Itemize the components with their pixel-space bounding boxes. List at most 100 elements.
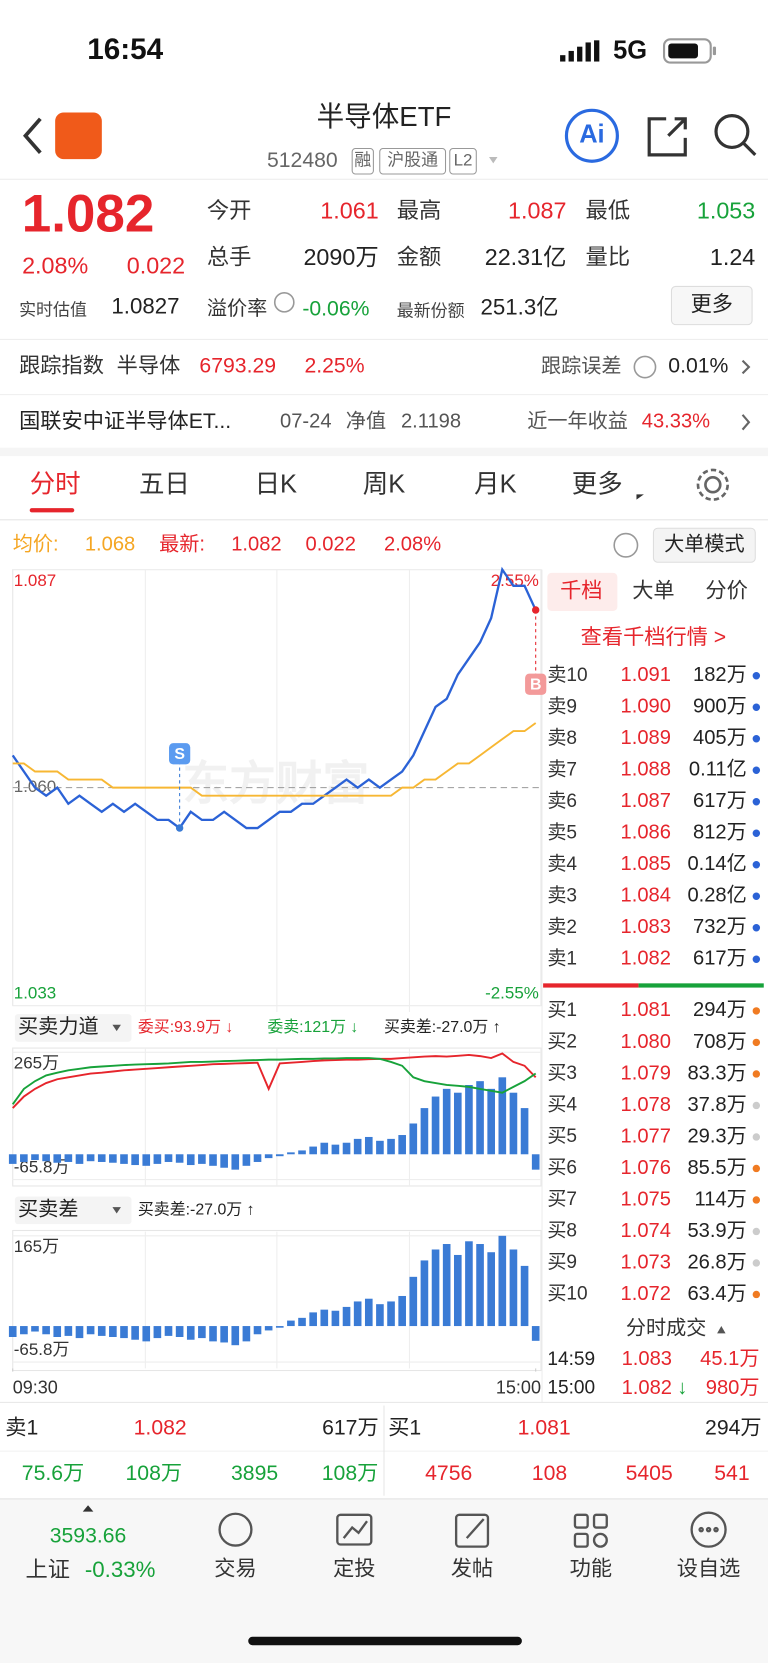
level-label: 卖9 [547,695,577,717]
tab[interactable]: 周K [363,471,405,499]
chevron[interactable] [741,359,751,375]
marker-box [525,673,547,695]
level-price: 1.086 [621,822,671,844]
ai-label: Ai [579,121,604,149]
search-button[interactable] [714,114,757,157]
tag: L2 [454,151,473,170]
chevron[interactable] [741,414,751,431]
book-tab[interactable]: 分价 [705,579,747,603]
stat-value: 541 [714,1462,749,1485]
tab[interactable]: 五日 [139,471,190,499]
plot-frame [12,1229,542,1372]
level-label: 买1 [547,1000,577,1021]
level-label: 卖3 [547,884,577,906]
bar [186,1154,195,1166]
return-value: 43.33% [642,411,710,433]
level-volume: 37.8万 [687,1094,746,1116]
level-price: 1.074 [621,1220,671,1242]
level-label: 卖2 [547,916,577,938]
bar [287,1320,295,1327]
more-button[interactable] [670,285,753,326]
bar [53,1326,62,1337]
field-value: 1.061 [320,197,378,223]
field-label: 总手 [207,245,252,270]
level-dot [752,735,761,743]
bar [31,1154,39,1161]
mode-button[interactable] [652,527,756,563]
nav-date: 07-24 [280,411,332,433]
y-tick-label: 165万 [14,1237,59,1256]
help-icon[interactable] [613,532,639,558]
bottom-nav [0,1498,768,1663]
ai-button[interactable] [564,108,619,163]
bar [364,1298,373,1327]
bar [487,1088,495,1155]
tab[interactable]: 日K [255,471,297,499]
nav-item[interactable]: 交易 [214,1557,256,1581]
level-price: 1.078 [621,1094,671,1116]
share-button[interactable] [647,117,687,157]
nav-item[interactable]: 功能 [570,1557,612,1581]
level-volume: 900万 [693,696,747,718]
ask-bar [543,983,639,988]
level-label: 卖5 [547,821,577,843]
bar [209,1326,217,1342]
level-dot [752,1007,761,1015]
bar [409,1276,418,1327]
fund-name: 国联安中证半导体ET... [19,409,231,433]
level-dot [752,1196,761,1204]
tab[interactable]: 更多 [572,471,623,499]
bar [309,1312,317,1327]
dropdown[interactable] [14,1196,132,1225]
book-tab[interactable]: 千档 [560,579,602,603]
field-label: 量比 [586,245,631,270]
field-label: 最低 [586,198,631,223]
dropdown-arrow[interactable] [489,157,498,164]
book-tab[interactable]: 大单 [632,579,674,603]
bar [198,1154,206,1164]
stat-value: 108 [532,1462,567,1485]
expand-arrow[interactable] [82,1505,94,1512]
tab[interactable]: 月K [474,471,516,499]
dropdown[interactable] [14,1014,132,1042]
tag: 融 [354,151,371,170]
nav-item[interactable]: 发帖 [451,1557,493,1581]
settings-button[interactable] [696,468,730,501]
back-button[interactable] [22,117,42,154]
level-dot [752,1290,761,1299]
level-price: 1.075 [621,1188,671,1210]
help-icon[interactable] [633,355,657,379]
battery-icon [662,38,717,64]
tab[interactable]: 分时 [30,471,81,499]
level-volume: 708万 [693,1031,747,1053]
nav-item[interactable]: 设自选 [677,1557,741,1581]
level-price: 1.079 [621,1062,671,1084]
home-indicator [248,1636,522,1646]
nav-icons [218,1511,727,1548]
nav-item[interactable]: 定投 [333,1557,375,1581]
tab-active[interactable] [547,572,618,612]
depth-link[interactable]: 查看千档行情 > [581,625,727,649]
legend-entry: 委买:93.9万 ↓ [138,1018,233,1036]
bar [253,1154,262,1162]
level-volume: 26.8万 [687,1251,746,1273]
level-price: 1.077 [621,1125,671,1147]
x-tick-label: 09:30 [13,1377,58,1397]
tag: 沪股通 [387,151,438,170]
tracking-pct: 2.25% [304,355,364,378]
bar [465,1241,473,1327]
stat-value: 3895 [231,1462,278,1485]
field-label: 最高 [397,198,442,223]
bar [120,1154,128,1164]
series-line [11,566,537,830]
bar [320,1142,329,1155]
field-value: 1.0827 [111,294,179,319]
bar [97,1154,106,1162]
bar [120,1326,128,1339]
bar [8,1154,17,1164]
y2-tick-label: -2.55% [485,983,539,1002]
signal-icon [560,40,600,62]
y-tick-label: 265万 [14,1053,59,1072]
bar [275,1326,284,1328]
help-icon[interactable] [273,291,295,313]
